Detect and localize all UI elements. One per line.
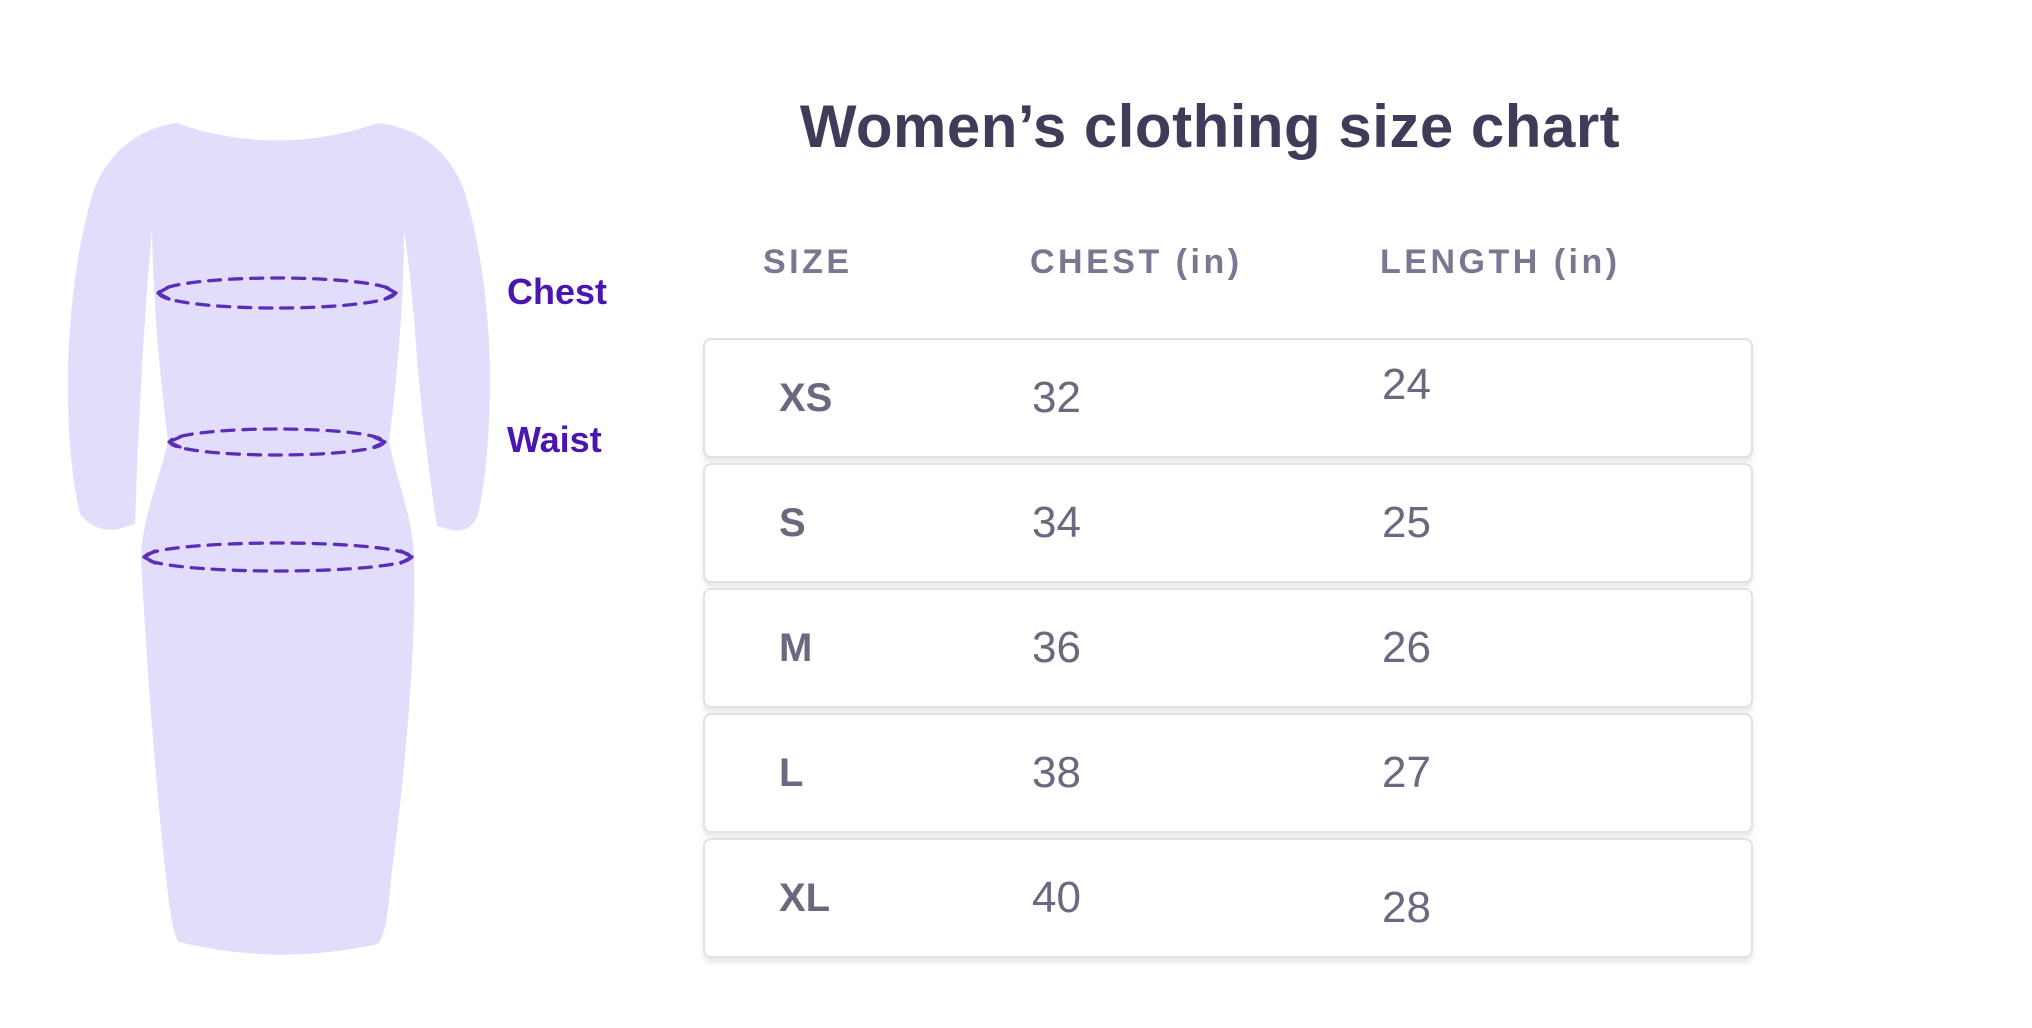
column-header-size: SIZE (763, 243, 853, 281)
hip-arrow-tips-icon (142, 549, 414, 565)
page-title: Women’s clothing size chart (799, 93, 1621, 160)
table-row-xl: XL 40 28 (703, 838, 1753, 958)
length-cell: 26 (1382, 623, 1431, 672)
dress-silhouette-diagram (67, 123, 491, 955)
column-header-length: LENGTH (in) (1380, 243, 1621, 281)
measurement-ellipses (142, 276, 414, 573)
chest-arrow-tips-icon (156, 285, 398, 301)
chest-label: Chest (507, 271, 608, 312)
size-table: XS 32 24 S 34 25 M 36 26 L 38 27 XL 40 2… (703, 338, 1753, 958)
table-row-s: S 34 25 (703, 463, 1753, 583)
chest-cell: 40 (1032, 873, 1081, 922)
dress-body-shape (67, 123, 491, 955)
length-cell: 24 (1382, 360, 1431, 409)
waist-label: Waist (507, 419, 602, 460)
column-header-chest: CHEST (in) (1030, 243, 1243, 281)
size-cell: S (779, 500, 806, 545)
table-row-l: L 38 27 (703, 713, 1753, 833)
length-cell: 27 (1382, 748, 1431, 797)
length-cell: 28 (1382, 883, 1431, 932)
table-row-xs: XS 32 24 (703, 338, 1753, 458)
chest-cell: 36 (1032, 623, 1081, 672)
length-cell: 25 (1382, 498, 1431, 547)
chest-cell: 38 (1032, 748, 1081, 797)
chest-cell: 34 (1032, 498, 1081, 547)
waist-arrow-tips-icon (167, 435, 387, 449)
size-cell: XS (779, 375, 833, 420)
table-header-row: SIZE CHEST (in) LENGTH (in) (703, 243, 1753, 282)
size-cell: L (779, 750, 804, 795)
chest-cell: 32 (1032, 373, 1081, 422)
size-cell: XL (779, 875, 831, 920)
table-row-m: M 36 26 (703, 588, 1753, 708)
size-cell: M (779, 625, 813, 670)
